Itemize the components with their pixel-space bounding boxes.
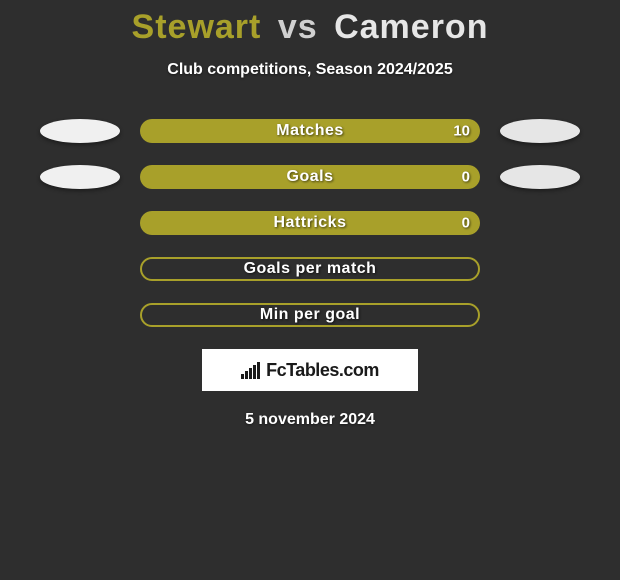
infographic-root: Stewart vs Cameron Club competitions, Se… <box>0 0 620 429</box>
stat-bar-label-wrap: Hattricks <box>140 211 480 235</box>
stat-value: 0 <box>462 215 470 232</box>
bar-chart-icon <box>241 362 260 379</box>
subtitle: Club competitions, Season 2024/2025 <box>167 61 452 79</box>
logo-box: FcTables.com <box>202 349 418 391</box>
stat-bar-label-wrap: Goals <box>140 165 480 189</box>
ellipse-left <box>40 119 120 143</box>
stat-bar-label-wrap: Min per goal <box>140 303 480 327</box>
stat-label: Matches <box>276 122 344 140</box>
stat-row: Min per goal <box>0 303 620 327</box>
stat-bar: Goals per match <box>140 257 480 281</box>
title-vs: vs <box>278 8 318 46</box>
stat-row: Goals 0 <box>0 165 620 189</box>
stat-row: Hattricks 0 <box>0 211 620 235</box>
stat-row: Matches 10 <box>0 119 620 143</box>
ellipse-left <box>40 165 120 189</box>
stat-label: Min per goal <box>260 306 360 324</box>
date-text: 5 november 2024 <box>245 411 375 429</box>
stat-label: Hattricks <box>274 214 347 232</box>
ellipse-right <box>500 119 580 143</box>
stat-bar: Hattricks 0 <box>140 211 480 235</box>
stat-bar: Matches 10 <box>140 119 480 143</box>
stat-rows: Matches 10 Goals 0 Hat <box>0 119 620 327</box>
stat-value: 10 <box>453 123 470 140</box>
stat-bar-label-wrap: Goals per match <box>140 257 480 281</box>
logo-text: FcTables.com <box>266 360 379 381</box>
stat-bar: Goals 0 <box>140 165 480 189</box>
stat-label: Goals per match <box>244 260 377 278</box>
stat-bar: Min per goal <box>140 303 480 327</box>
stat-bar-label-wrap: Matches <box>140 119 480 143</box>
ellipse-right <box>500 165 580 189</box>
stat-value: 0 <box>462 169 470 186</box>
page-title: Stewart vs Cameron <box>132 8 489 47</box>
stat-label: Goals <box>287 168 334 186</box>
title-player1: Stewart <box>132 8 262 46</box>
title-player2: Cameron <box>334 8 488 46</box>
stat-row: Goals per match <box>0 257 620 281</box>
